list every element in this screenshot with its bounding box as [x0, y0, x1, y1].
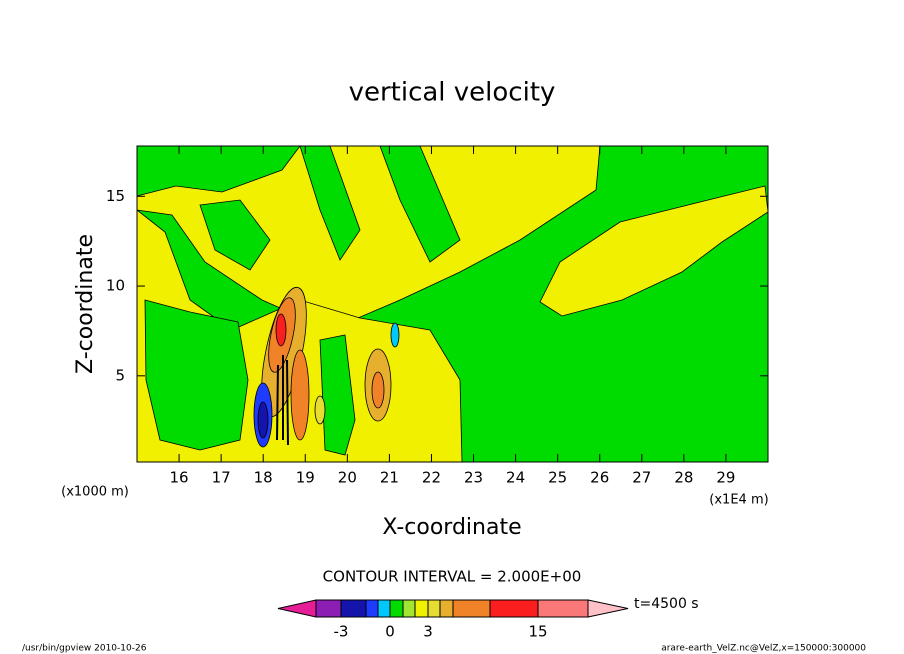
x-tick-label: 22 [422, 469, 441, 487]
x-unit: (x1E4 m) [709, 493, 768, 508]
colorbar-box [414, 599, 429, 618]
plot-frame [136, 145, 769, 463]
x-tick-label: 19 [296, 469, 315, 487]
x-tick-label: 17 [212, 469, 231, 487]
colorbar-triangle [587, 599, 629, 618]
field-region [257, 401, 269, 439]
colorbar-box [365, 599, 379, 618]
field-region [371, 371, 385, 409]
x-tick-label: 25 [548, 469, 567, 487]
field-region [275, 313, 287, 347]
y-tick-label: 5 [115, 366, 125, 384]
colorbar-box [389, 599, 404, 618]
field-region [144, 299, 249, 451]
colorbar-tick-label: 3 [423, 623, 433, 641]
footer-left: /usr/bin/gpview 2010-10-26 [22, 644, 147, 654]
x-tick-label: 16 [170, 469, 189, 487]
colorbar-box [340, 599, 367, 618]
x-tick-label: 20 [338, 469, 357, 487]
colorbar-box [377, 599, 391, 618]
colorbar-triangle [277, 599, 317, 618]
y-tick-label: 10 [106, 277, 125, 295]
colorbar-box [427, 599, 441, 618]
field-region [390, 322, 400, 348]
x-tick-label: 18 [254, 469, 273, 487]
colorbar-tick-label: 15 [528, 623, 547, 641]
x-tick-label: 28 [674, 469, 693, 487]
x-tick-label: 27 [632, 469, 651, 487]
x-axis-label: X-coordinate [382, 515, 521, 540]
y-axis-label: Z-coordinate [73, 234, 98, 374]
field-region [319, 334, 356, 456]
colorbar-box [315, 599, 342, 618]
x-tick-label: 23 [464, 469, 483, 487]
field-region [314, 395, 326, 425]
contour-interval: CONTOUR INTERVAL = 2.000E+00 [323, 568, 582, 586]
contour-field [136, 145, 769, 463]
x-tick-label: 26 [590, 469, 609, 487]
footer-right: arare-earth_VelZ.nc@VelZ,x=150000:300000 [661, 644, 866, 654]
field-contours [276, 355, 289, 446]
field-region [290, 349, 310, 441]
field-region [136, 145, 601, 331]
x-tick-label: 24 [506, 469, 525, 487]
chart-title: vertical velocity [349, 78, 556, 108]
colorbar-tick-label: 0 [385, 623, 395, 641]
y-tick-label: 15 [106, 187, 125, 205]
colorbar-box [452, 599, 491, 618]
colorbar-box [439, 599, 454, 618]
x-tick-label: 21 [380, 469, 399, 487]
colorbar-box [489, 599, 539, 618]
time-label: t=4500 s [634, 596, 699, 612]
field-region [199, 199, 271, 271]
colorbar-tick-label: -3 [334, 623, 349, 641]
y-unit: (x1000 m) [61, 485, 129, 500]
x-tick-label: 29 [716, 469, 735, 487]
colorbar-box [402, 599, 416, 618]
colorbar-box [537, 599, 589, 618]
